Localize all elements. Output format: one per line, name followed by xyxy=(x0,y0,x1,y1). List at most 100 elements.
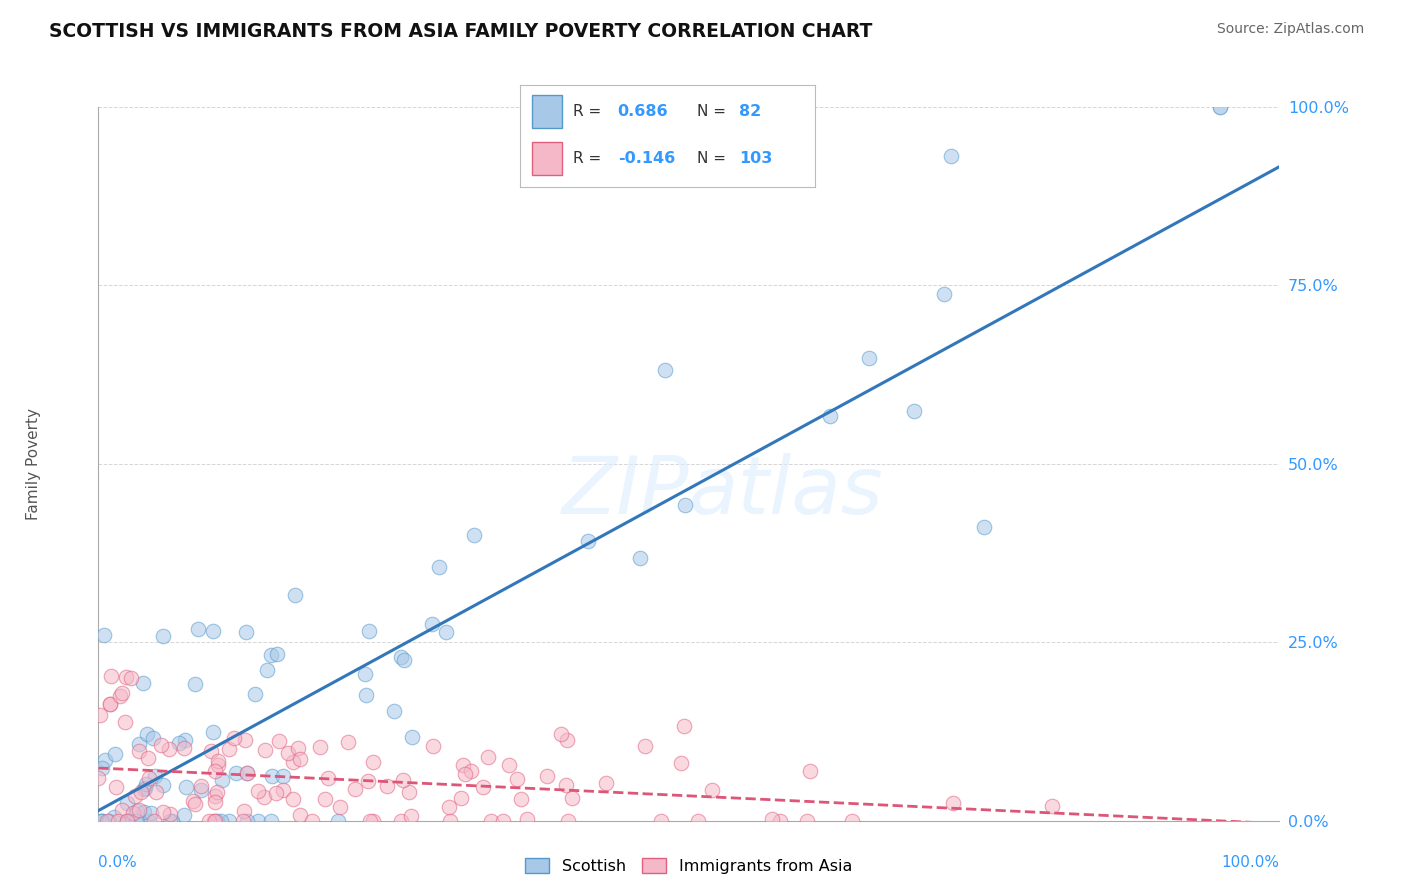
Point xyxy=(125,814,148,828)
Point xyxy=(281,755,304,769)
Text: 103: 103 xyxy=(738,151,772,166)
Text: Source: ZipAtlas.com: Source: ZipAtlas.com xyxy=(1216,22,1364,37)
Point xyxy=(198,814,221,828)
Point xyxy=(287,741,309,756)
Point xyxy=(460,764,482,779)
Point xyxy=(128,803,150,817)
Point xyxy=(136,751,159,765)
Point xyxy=(204,764,226,779)
Point xyxy=(283,791,305,805)
Point xyxy=(118,814,141,828)
Point xyxy=(117,814,139,828)
Point xyxy=(932,287,955,301)
Point xyxy=(536,769,558,783)
Point xyxy=(328,814,350,828)
Point xyxy=(236,765,259,780)
Point xyxy=(271,783,294,797)
Point xyxy=(477,749,499,764)
Point xyxy=(207,754,229,768)
Point xyxy=(222,731,245,745)
Point xyxy=(157,742,180,756)
Point xyxy=(152,778,174,792)
Point xyxy=(451,758,474,772)
Point xyxy=(550,727,572,741)
Point xyxy=(761,812,783,826)
Point xyxy=(127,804,149,818)
Point xyxy=(100,669,122,683)
Point xyxy=(903,403,925,417)
Point xyxy=(159,807,181,822)
Point xyxy=(176,780,198,794)
Point xyxy=(389,814,412,828)
Point xyxy=(361,814,384,828)
Point xyxy=(309,739,332,754)
Point xyxy=(117,814,139,828)
Point xyxy=(159,814,181,828)
Point xyxy=(202,814,225,828)
Point xyxy=(211,772,233,787)
Point xyxy=(769,814,792,828)
Point xyxy=(471,780,494,794)
Point xyxy=(634,739,657,753)
Point xyxy=(354,667,377,681)
Text: 82: 82 xyxy=(738,103,761,119)
Point xyxy=(128,744,150,758)
Point xyxy=(439,814,461,828)
Point xyxy=(209,814,232,828)
Point xyxy=(115,796,138,810)
Point xyxy=(205,814,228,828)
Point xyxy=(262,769,284,783)
Point xyxy=(128,737,150,751)
Text: atlas: atlas xyxy=(689,453,884,532)
Point xyxy=(316,771,339,785)
Point xyxy=(654,362,676,376)
Point xyxy=(145,785,167,799)
Point xyxy=(510,792,533,806)
Point xyxy=(595,775,617,789)
Point xyxy=(134,781,156,796)
Point xyxy=(375,779,398,793)
Point xyxy=(420,616,443,631)
Point xyxy=(354,688,377,702)
Point xyxy=(576,534,599,549)
Point xyxy=(142,731,165,746)
Point xyxy=(253,743,276,757)
Text: -0.146: -0.146 xyxy=(617,151,675,166)
Point xyxy=(90,814,112,828)
Point xyxy=(124,789,146,803)
Point xyxy=(111,686,134,700)
Point xyxy=(107,814,129,828)
Point xyxy=(204,789,226,804)
Point xyxy=(173,808,195,822)
Point xyxy=(288,752,311,766)
FancyBboxPatch shape xyxy=(531,142,561,175)
Point xyxy=(218,814,240,828)
Point xyxy=(139,805,162,820)
Point xyxy=(162,814,184,828)
Point xyxy=(479,814,502,828)
Point xyxy=(301,814,323,828)
Point xyxy=(820,409,842,423)
Point xyxy=(498,758,520,772)
Point xyxy=(401,730,423,744)
Point xyxy=(117,814,139,828)
Point xyxy=(266,787,288,801)
Point xyxy=(273,769,295,783)
Point xyxy=(149,738,172,752)
Point xyxy=(266,648,288,662)
Point xyxy=(183,793,205,807)
Text: ZIP: ZIP xyxy=(561,453,689,532)
Point xyxy=(138,814,160,828)
Point xyxy=(673,498,696,512)
Point xyxy=(204,795,226,809)
Point xyxy=(173,733,195,747)
Point xyxy=(247,814,270,828)
Point xyxy=(108,689,131,703)
Point xyxy=(399,809,422,823)
Point xyxy=(120,672,142,686)
Text: R =: R = xyxy=(574,103,602,119)
Point xyxy=(111,803,134,817)
Point xyxy=(152,805,174,820)
Point xyxy=(858,351,880,365)
Point xyxy=(277,746,299,760)
